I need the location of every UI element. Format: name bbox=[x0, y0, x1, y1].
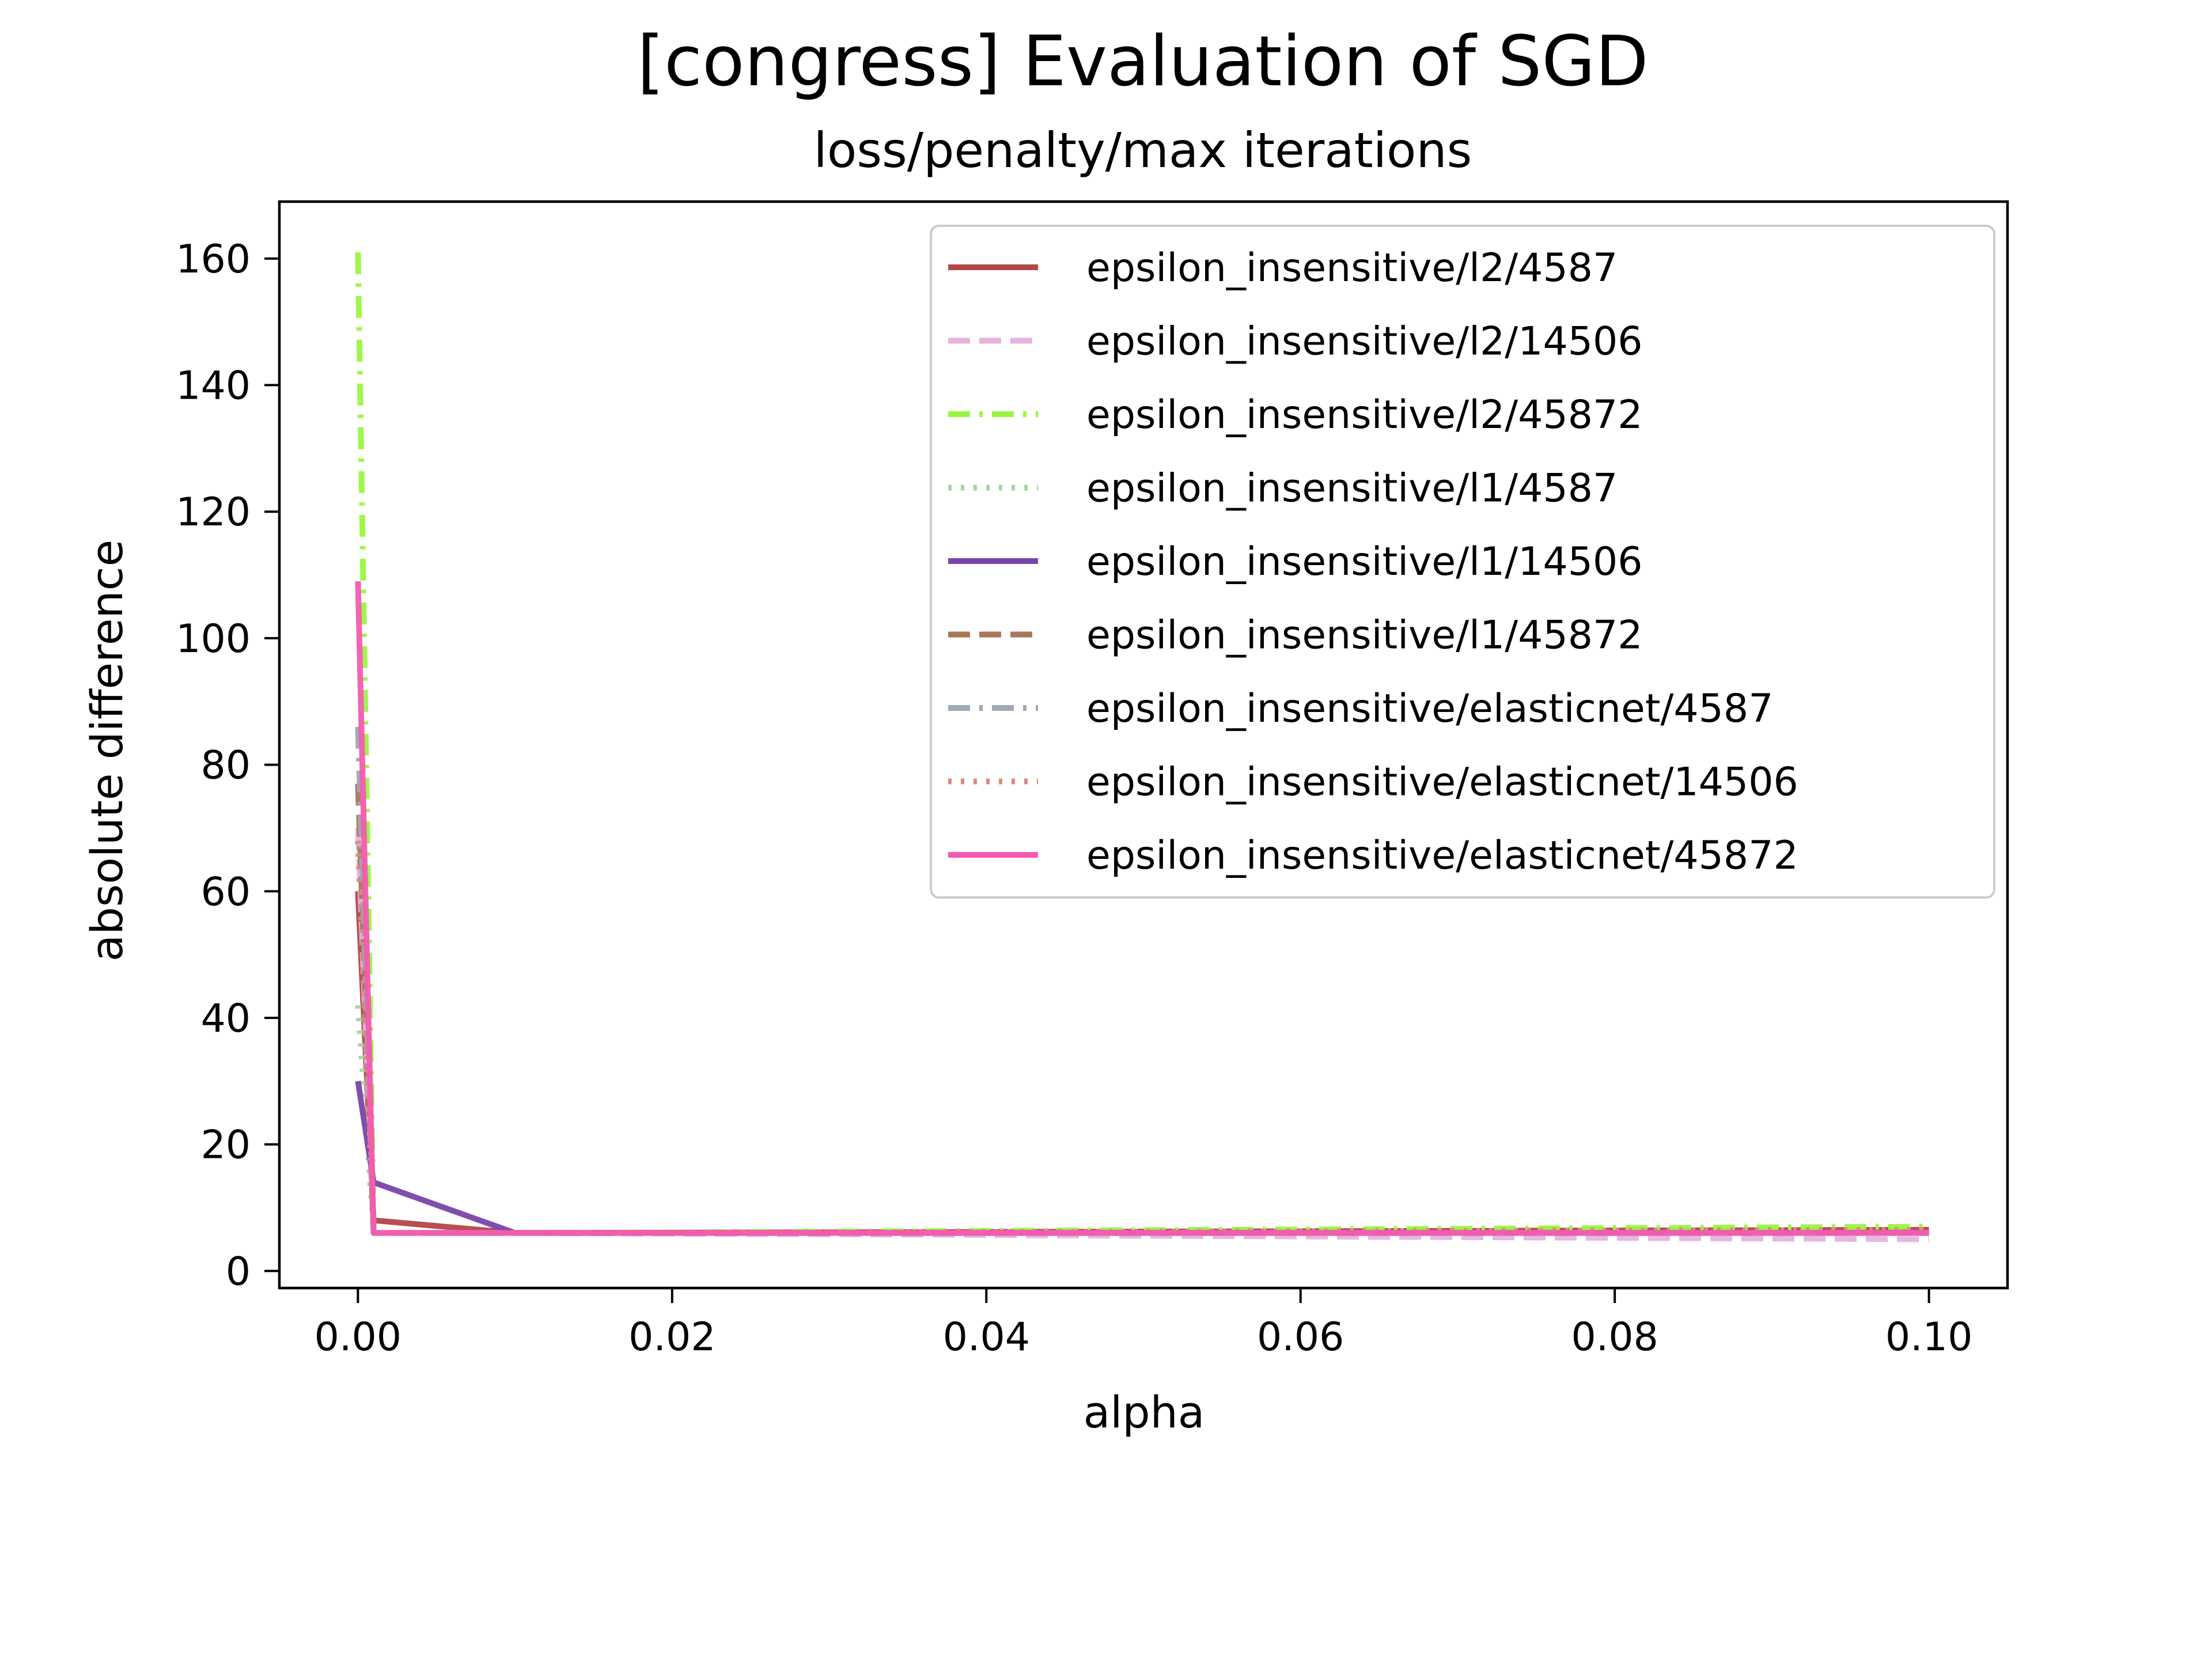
legend-box bbox=[930, 225, 1995, 899]
y-tick-label: 60 bbox=[200, 869, 251, 915]
x-tick-label: 0.04 bbox=[943, 1315, 1030, 1360]
legend-label: epsilon_insensitive/l2/14506 bbox=[1086, 319, 1643, 365]
y-tick-label: 80 bbox=[200, 743, 251, 789]
y-axis-ticks: 0 20 40 60 80 100 120 140 160 bbox=[176, 237, 279, 1294]
legend-label: epsilon_insensitive/elasticnet/45872 bbox=[1086, 833, 1798, 878]
y-tick-label: 40 bbox=[200, 996, 251, 1041]
legend-label: epsilon_insensitive/l1/14506 bbox=[1086, 539, 1643, 585]
x-axis-ticks: 0.00 0.02 0.04 0.06 0.08 0.10 bbox=[315, 1288, 1972, 1360]
x-tick-label: 0.06 bbox=[1257, 1315, 1344, 1360]
x-tick-label: 0.10 bbox=[1885, 1315, 1972, 1360]
legend-label: epsilon_insensitive/l1/4587 bbox=[1086, 466, 1618, 512]
y-tick-label: 140 bbox=[176, 363, 251, 409]
y-tick-label: 100 bbox=[176, 616, 251, 662]
chart-title: [congress] Evaluation of SGD bbox=[637, 22, 1649, 102]
legend-label: epsilon_insensitive/l2/4587 bbox=[1086, 245, 1618, 291]
y-tick-label: 20 bbox=[200, 1123, 251, 1168]
y-tick-label: 120 bbox=[176, 490, 251, 535]
legend-label: epsilon_insensitive/l1/45872 bbox=[1086, 613, 1643, 658]
chart-subtitle: loss/penalty/max iterations bbox=[814, 122, 1472, 179]
x-tick-label: 0.08 bbox=[1571, 1315, 1658, 1360]
plot-frame bbox=[278, 200, 2009, 1290]
x-tick-label: 0.02 bbox=[628, 1315, 715, 1360]
legend-label: epsilon_insensitive/l2/45872 bbox=[1086, 392, 1643, 438]
series-lines bbox=[355, 252, 1929, 1243]
x-axis-label: alpha bbox=[1084, 1387, 1205, 1438]
x-tick-label: 0.00 bbox=[315, 1315, 402, 1360]
series-line-9 bbox=[355, 581, 1929, 1236]
legend: epsilon_insensitive/l2/4587 epsilon_insen… bbox=[930, 225, 1995, 899]
y-tick-label: 160 bbox=[176, 237, 251, 282]
y-tick-label: 0 bbox=[226, 1249, 251, 1294]
legend-label: epsilon_insensitive/elasticnet/14506 bbox=[1086, 760, 1798, 805]
legend-label: epsilon_insensitive/elasticnet/4587 bbox=[1086, 686, 1773, 732]
y-axis-label: absolute difference bbox=[81, 540, 132, 961]
